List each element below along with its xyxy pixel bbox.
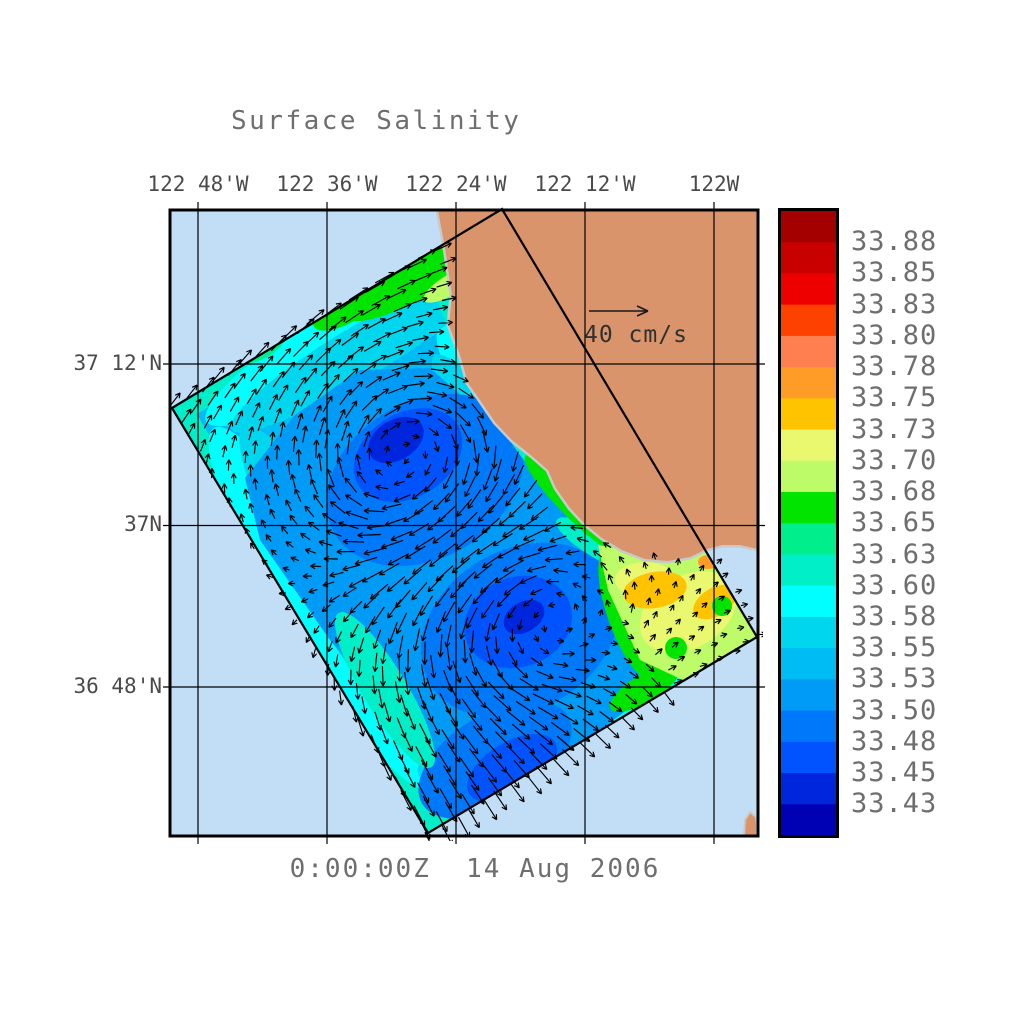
colorbar-label: 33.78 [851, 351, 938, 383]
colorbar-swatch [781, 616, 836, 649]
colorbar-label: 33.83 [851, 288, 938, 320]
colorbar-swatch [781, 273, 836, 306]
colorbar-swatch [781, 648, 836, 680]
colorbar-label: 33.53 [851, 663, 938, 695]
colorbar-label: 33.50 [851, 694, 938, 726]
colorbar-label: 33.63 [851, 538, 938, 570]
colorbar-label: 33.70 [851, 444, 938, 476]
colorbar-swatch [781, 429, 836, 462]
colorbar-swatch [781, 523, 836, 556]
current-vectors [168, 242, 763, 841]
colorbar-label: 33.45 [851, 757, 938, 789]
colorbar-label: 33.88 [851, 226, 938, 258]
colorbar-swatch [781, 460, 836, 493]
scale-arrow [589, 305, 649, 317]
colorbar-swatch [781, 554, 836, 587]
lat-tick-label: 37 12'N [73, 351, 162, 375]
colorbar-swatch [781, 492, 836, 524]
colorbar-swatch [781, 585, 836, 618]
upper-eddy-core [368, 416, 424, 464]
colorbar-label: 33.58 [851, 600, 938, 632]
lon-tick-label: 122 12'W [534, 172, 636, 196]
lon-tick-label: 122 48'W [147, 172, 249, 196]
colorbar-label: 33.60 [851, 569, 938, 601]
colorbar-label: 33.65 [851, 507, 938, 539]
colorbar-label: 33.73 [851, 413, 938, 445]
colorbar [781, 211, 836, 837]
lat-tick-label: 36 48'N [73, 674, 162, 698]
lower-eddy-core [503, 599, 545, 635]
colorbar-label: 33.43 [851, 788, 938, 820]
colorbar-label: 33.55 [851, 632, 938, 664]
colorbar-label: 33.48 [851, 725, 938, 757]
colorbar-label: 33.75 [851, 382, 938, 414]
lat-tick-label: 37N [124, 512, 162, 536]
colorbar-swatch [781, 211, 836, 243]
colorbar-label: 33.80 [851, 319, 938, 351]
colorbar-swatch [781, 741, 836, 774]
colorbar-swatch [781, 335, 836, 368]
lon-tick-label: 122 24'W [405, 172, 507, 196]
lon-tick-label: 122 36'W [276, 172, 378, 196]
scale-arrow-label: 40 cm/s [584, 322, 688, 348]
colorbar-swatch [781, 679, 836, 712]
colorbar-swatch [781, 804, 836, 837]
colorbar-swatch [781, 398, 836, 431]
colorbar-swatch [781, 367, 836, 399]
lon-tick-label: 122W [688, 172, 740, 196]
colorbar-swatch [781, 710, 836, 743]
colorbar-swatch [781, 773, 836, 805]
colorbar-swatch [781, 242, 836, 275]
vector-arrows-path [168, 242, 763, 841]
colorbar-swatch [781, 304, 836, 337]
time-stamp: 0:00:00Z 14 Aug 2006 [289, 854, 661, 884]
grid-lines [163, 202, 765, 844]
colorbar-label: 33.68 [851, 476, 938, 507]
page-title: Surface Salinity [231, 106, 522, 136]
colorbar-frame [778, 208, 839, 838]
colorbar-label: 33.85 [851, 257, 938, 289]
map-frame [168, 208, 760, 838]
